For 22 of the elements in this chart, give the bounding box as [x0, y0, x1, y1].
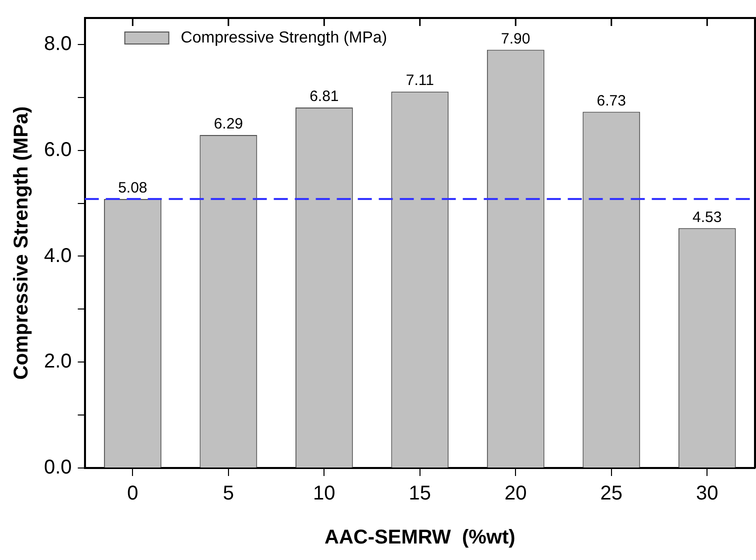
data-label: 6.29: [214, 116, 244, 133]
y-tick-label: 8.0: [44, 32, 72, 55]
data-label: 7.90: [501, 30, 530, 48]
y-tick-label: 6.0: [44, 138, 72, 161]
x-tick-label: 25: [600, 482, 623, 505]
x-tick-label: 10: [313, 482, 336, 505]
data-label: 5.08: [118, 180, 148, 197]
y-axis-title: Compressive Strength (MPa): [10, 106, 33, 380]
y-tick-label: 2.0: [44, 350, 72, 373]
y-tick-label: 0.0: [44, 456, 72, 479]
x-tick-label: 15: [408, 482, 432, 505]
x-tick-label: 30: [696, 482, 718, 505]
legend-label: Compressive Strength (MPa): [180, 29, 388, 46]
data-label: 6.73: [596, 92, 626, 110]
x-tick-label: 5: [222, 482, 234, 505]
data-label: 4.53: [692, 208, 722, 226]
x-tick-label: 20: [504, 482, 527, 505]
x-tick-label: 0: [127, 482, 138, 505]
x-axis-title: AAC-SEMRW (%wt): [324, 526, 516, 549]
y-tick-label: 4.0: [44, 244, 72, 267]
data-label: 7.11: [406, 72, 434, 90]
data-label: 6.81: [310, 88, 339, 106]
